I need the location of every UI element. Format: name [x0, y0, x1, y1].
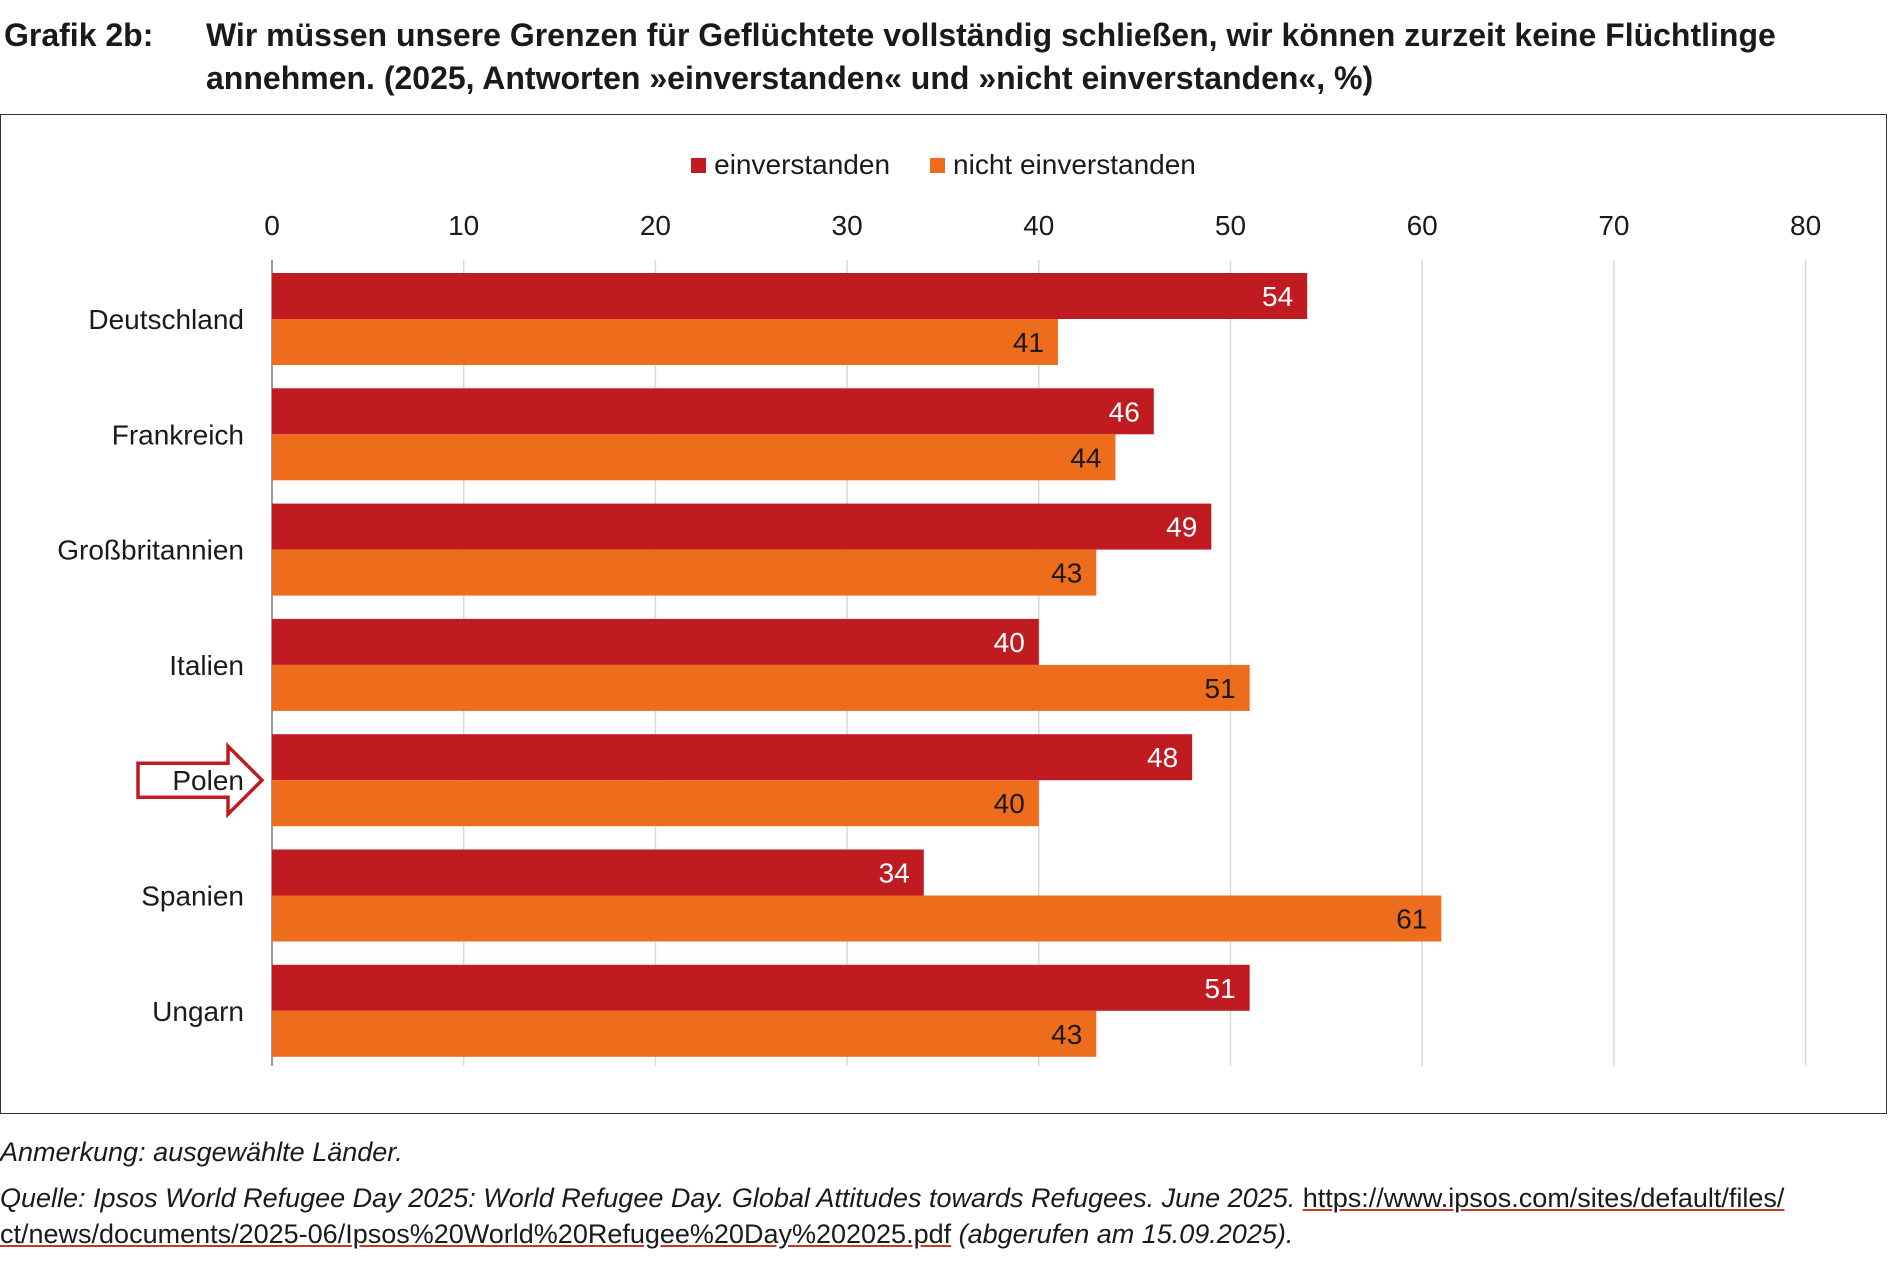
x-tick-label: 70: [1598, 210, 1629, 241]
data-label-agree: 51: [1205, 973, 1236, 1004]
data-label-disagree: 51: [1205, 673, 1236, 704]
legend-label-disagree: nicht einverstanden: [953, 149, 1196, 180]
data-label-disagree: 61: [1396, 904, 1427, 935]
source-prefix: Quelle: Ipsos World Refugee Day 2025: Wo…: [0, 1183, 1303, 1213]
data-label-disagree: 43: [1051, 1019, 1082, 1050]
data-label-agree: 49: [1166, 512, 1197, 543]
x-tick-label: 60: [1407, 210, 1438, 241]
bar-agree: [272, 734, 1193, 781]
bar-disagree: [272, 319, 1058, 365]
chart-title: Wir müssen unsere Grenzen für Geflüchtet…: [206, 17, 1776, 96]
bar-agree: [272, 964, 1250, 1011]
legend: einverstanden nicht einverstanden: [0, 149, 1887, 181]
x-tick-label: 40: [1023, 210, 1054, 241]
bar-agree: [272, 388, 1154, 435]
source-link-continued[interactable]: ct/news/documents/2025-06/Ipsos%20World%…: [0, 1219, 952, 1249]
category-label: Frankreich: [112, 419, 244, 450]
source-suffix: (abgerufen am 15.09.2025).: [951, 1219, 1294, 1249]
category-label: Deutschland: [88, 304, 244, 335]
legend-swatch-disagree: [930, 157, 946, 173]
legend-item-disagree: nicht einverstanden: [930, 149, 1196, 181]
data-label-agree: 54: [1262, 281, 1293, 312]
data-label-disagree: 40: [994, 788, 1025, 819]
bar-disagree: [272, 664, 1250, 711]
legend-swatch-agree: [691, 157, 707, 173]
notes: Anmerkung: ausgewählte Länder. Quelle: I…: [0, 1132, 1890, 1249]
category-label: Italien: [169, 650, 244, 681]
highlight-arrow-icon: [136, 741, 265, 819]
bar-agree: [272, 273, 1308, 319]
x-tick-label: 20: [640, 210, 671, 241]
bar-disagree: [272, 549, 1097, 596]
x-tick-label: 50: [1215, 210, 1246, 241]
data-label-disagree: 43: [1051, 558, 1082, 589]
bar-agree: [272, 618, 1039, 665]
bar-agree: [272, 849, 924, 896]
bar-disagree: [272, 895, 1442, 942]
category-label: Großbritannien: [57, 535, 244, 566]
legend-item-agree: einverstanden: [691, 149, 890, 181]
category-label: Spanien: [141, 881, 244, 912]
chart-frame: [0, 114, 1887, 1114]
data-label-disagree: 41: [1013, 327, 1044, 358]
x-tick-label: 0: [264, 210, 280, 241]
data-label-agree: 34: [879, 858, 910, 889]
x-tick-label: 80: [1790, 210, 1821, 241]
source-note: Quelle: Ipsos World Refugee Day 2025: Wo…: [0, 1180, 1890, 1252]
legend-label-agree: einverstanden: [714, 149, 891, 180]
x-tick-label: 10: [448, 210, 479, 241]
data-label-disagree: 44: [1070, 442, 1101, 473]
figure-label: Grafik 2b:: [4, 17, 154, 53]
category-label: Ungarn: [152, 996, 244, 1027]
bar-disagree: [272, 1010, 1097, 1057]
data-label-agree: 48: [1147, 742, 1178, 773]
bar-disagree: [272, 434, 1116, 481]
source-link[interactable]: https://www.ipsos.com/sites/default/file…: [1302, 1183, 1785, 1213]
x-tick-label: 30: [832, 210, 863, 241]
data-label-agree: 46: [1109, 396, 1140, 427]
category-label: Polen: [172, 765, 244, 796]
remark-note: Anmerkung: ausgewählte Länder.: [0, 1137, 403, 1167]
bar-agree: [272, 503, 1212, 550]
data-label-agree: 40: [994, 627, 1025, 658]
bar-disagree: [272, 780, 1039, 827]
